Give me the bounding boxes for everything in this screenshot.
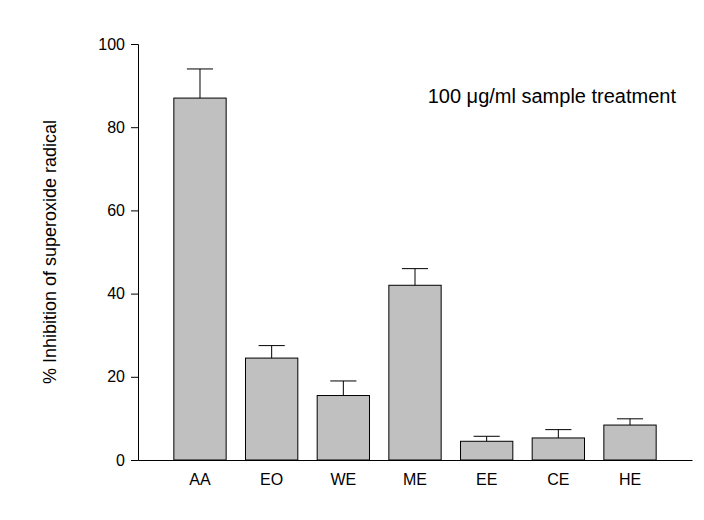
x-tick-label: EE (476, 471, 497, 488)
y-tick: 0 (116, 452, 138, 469)
error-bar-cap (330, 380, 356, 381)
error-bar-cap (617, 418, 643, 419)
x-tick: AA (189, 460, 211, 488)
error-bar-stem (343, 381, 344, 396)
x-tick: CE (547, 460, 569, 488)
annotation: 100 μg/ml sample treatment (428, 85, 677, 107)
error-bar (402, 269, 428, 286)
error-bar-stem (199, 69, 200, 98)
y-tick-mark (131, 210, 138, 211)
y-tick-mark (131, 127, 138, 128)
x-tick: EE (476, 460, 497, 488)
error-bar-stem (486, 436, 487, 441)
x-tick-label: HE (619, 471, 641, 488)
y-tick-mark (131, 377, 138, 378)
bar (389, 285, 441, 460)
error-bar (545, 430, 571, 438)
y-tick: 80 (107, 119, 138, 136)
x-tick: HE (619, 460, 641, 488)
bar (246, 358, 298, 460)
chart: 0 20 40 60 80 100 AA EO WE ME EE CE HE % Inhibition o… (0, 0, 704, 520)
x-tick: ME (403, 460, 427, 488)
error-bar (259, 346, 285, 358)
error-bar-cap (187, 68, 213, 69)
y-tick-label: 80 (107, 119, 125, 136)
error-bar-stem (271, 346, 272, 358)
x-tick-label: EO (260, 471, 283, 488)
error-bar (617, 419, 643, 425)
y-axis-title: % Inhibition of superoxide radical (40, 120, 60, 384)
y-axis: 0 20 40 60 80 100 (98, 36, 138, 469)
y-tick: 40 (107, 285, 138, 302)
x-tick-label: ME (403, 471, 427, 488)
y-tick-mark (131, 460, 138, 461)
x-tick-label: CE (547, 471, 569, 488)
x-tick: EO (260, 460, 283, 488)
error-bar (330, 381, 356, 396)
bar (532, 438, 584, 460)
x-tick-label: WE (330, 471, 356, 488)
y-tick: 60 (107, 202, 138, 219)
error-bar-stem (558, 430, 559, 438)
bar (174, 98, 226, 460)
error-bar-cap (259, 345, 285, 346)
y-tick: 20 (107, 368, 138, 385)
y-axis-line (131, 45, 139, 461)
bar (604, 425, 656, 460)
error-bar-cap (545, 429, 571, 430)
error-bar-cap (402, 268, 428, 269)
y-tick-mark (131, 44, 138, 45)
y-tick-label: 100 (98, 36, 125, 53)
y-tick-label: 60 (107, 202, 125, 219)
bar (461, 441, 513, 460)
error-bar-stem (630, 419, 631, 425)
error-bar-cap (474, 436, 500, 437)
y-tick-label: 40 (107, 285, 125, 302)
y-tick-label: 20 (107, 368, 125, 385)
error-bar (187, 69, 213, 98)
x-axis-line (139, 460, 693, 461)
x-tick: WE (330, 460, 356, 488)
y-tick-label: 0 (116, 452, 125, 469)
error-bar-stem (415, 269, 416, 286)
x-tick-label: AA (189, 471, 211, 488)
error-bar (474, 436, 500, 441)
y-tick-mark (131, 294, 138, 295)
x-axis: AA EO WE ME EE CE HE (139, 460, 693, 488)
y-tick: 100 (98, 36, 138, 53)
plot-area (174, 69, 656, 460)
bar (317, 396, 369, 460)
